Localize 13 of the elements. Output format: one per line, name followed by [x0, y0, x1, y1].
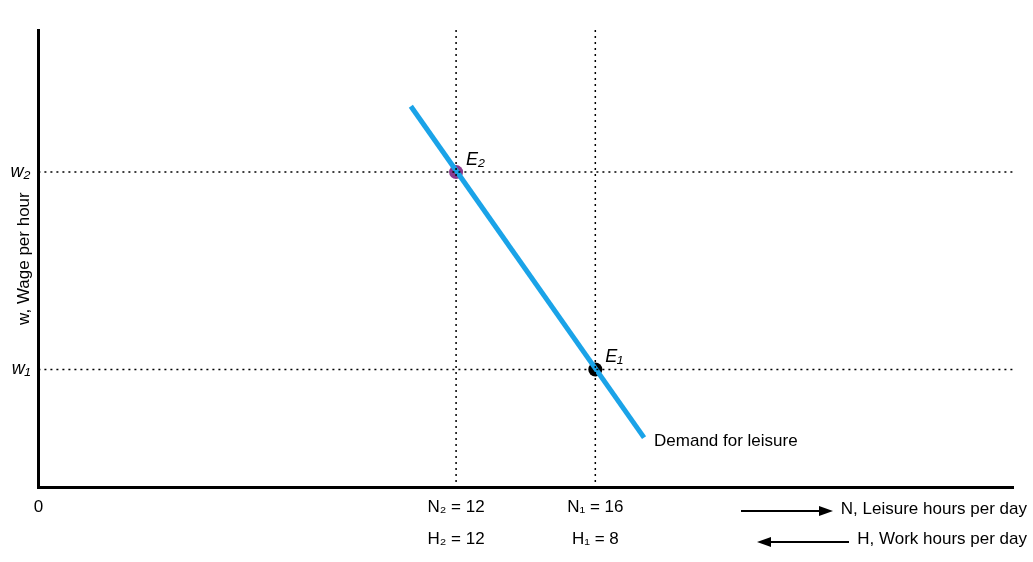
x-tick-label: N₁ = 16: [567, 497, 624, 517]
x2-tick-label: H₂ = 12: [427, 529, 485, 549]
x-axis-title: N, Leisure hours per day: [840, 498, 1028, 518]
series-label: Demand for leisure: [654, 431, 798, 451]
y-axis-title: w, Wage per hour: [13, 191, 33, 326]
ref-line-label: w₁: [11, 358, 31, 379]
x-tick-label: N₂ = 12: [427, 497, 485, 517]
series-label: E₂: [466, 149, 486, 170]
ref-line-label: w₂: [10, 161, 31, 182]
x2-axis-title: H, Work hours per day: [857, 529, 1028, 549]
series-label: E₁: [605, 346, 624, 367]
x-tick-label: 0: [33, 497, 44, 517]
x2-tick-label: H₁ = 8: [571, 529, 619, 549]
